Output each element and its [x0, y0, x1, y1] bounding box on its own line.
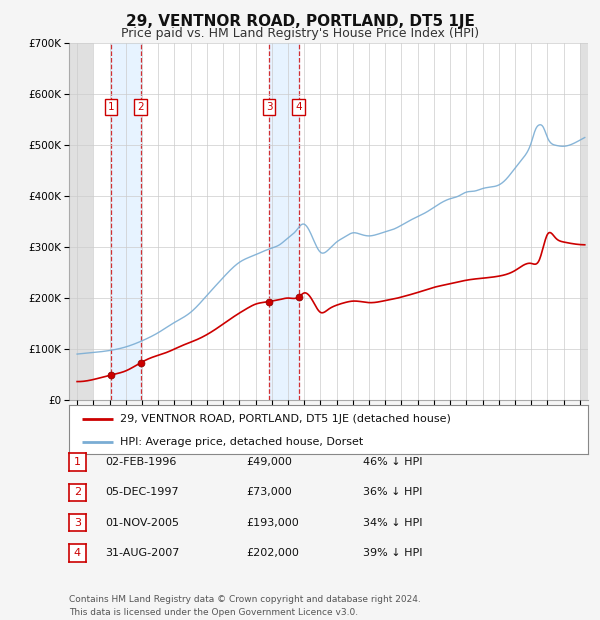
Text: £49,000: £49,000 — [246, 457, 292, 467]
Text: 2: 2 — [137, 102, 144, 112]
Text: HPI: Average price, detached house, Dorset: HPI: Average price, detached house, Dors… — [120, 436, 363, 447]
Text: 34% ↓ HPI: 34% ↓ HPI — [363, 518, 422, 528]
Text: 02-FEB-1996: 02-FEB-1996 — [105, 457, 176, 467]
Bar — [69, 43, 94, 400]
Bar — [111, 43, 140, 400]
Text: £202,000: £202,000 — [246, 548, 299, 558]
Text: 46% ↓ HPI: 46% ↓ HPI — [363, 457, 422, 467]
Text: 1: 1 — [107, 102, 115, 112]
Text: Contains HM Land Registry data © Crown copyright and database right 2024.
This d: Contains HM Land Registry data © Crown c… — [69, 595, 421, 617]
Text: 31-AUG-2007: 31-AUG-2007 — [105, 548, 179, 558]
Text: 2: 2 — [74, 487, 81, 497]
Bar — [580, 43, 588, 400]
Text: 39% ↓ HPI: 39% ↓ HPI — [363, 548, 422, 558]
Text: 4: 4 — [74, 548, 81, 558]
Text: 1: 1 — [74, 457, 81, 467]
Text: 05-DEC-1997: 05-DEC-1997 — [105, 487, 179, 497]
Text: 3: 3 — [74, 518, 81, 528]
Text: Price paid vs. HM Land Registry's House Price Index (HPI): Price paid vs. HM Land Registry's House … — [121, 27, 479, 40]
Bar — [269, 43, 299, 400]
Text: 01-NOV-2005: 01-NOV-2005 — [105, 518, 179, 528]
Text: £73,000: £73,000 — [246, 487, 292, 497]
Text: 36% ↓ HPI: 36% ↓ HPI — [363, 487, 422, 497]
Text: 4: 4 — [295, 102, 302, 112]
Text: £193,000: £193,000 — [246, 518, 299, 528]
Text: 29, VENTNOR ROAD, PORTLAND, DT5 1JE: 29, VENTNOR ROAD, PORTLAND, DT5 1JE — [125, 14, 475, 29]
Text: 3: 3 — [266, 102, 272, 112]
Text: 29, VENTNOR ROAD, PORTLAND, DT5 1JE (detached house): 29, VENTNOR ROAD, PORTLAND, DT5 1JE (det… — [120, 414, 451, 423]
